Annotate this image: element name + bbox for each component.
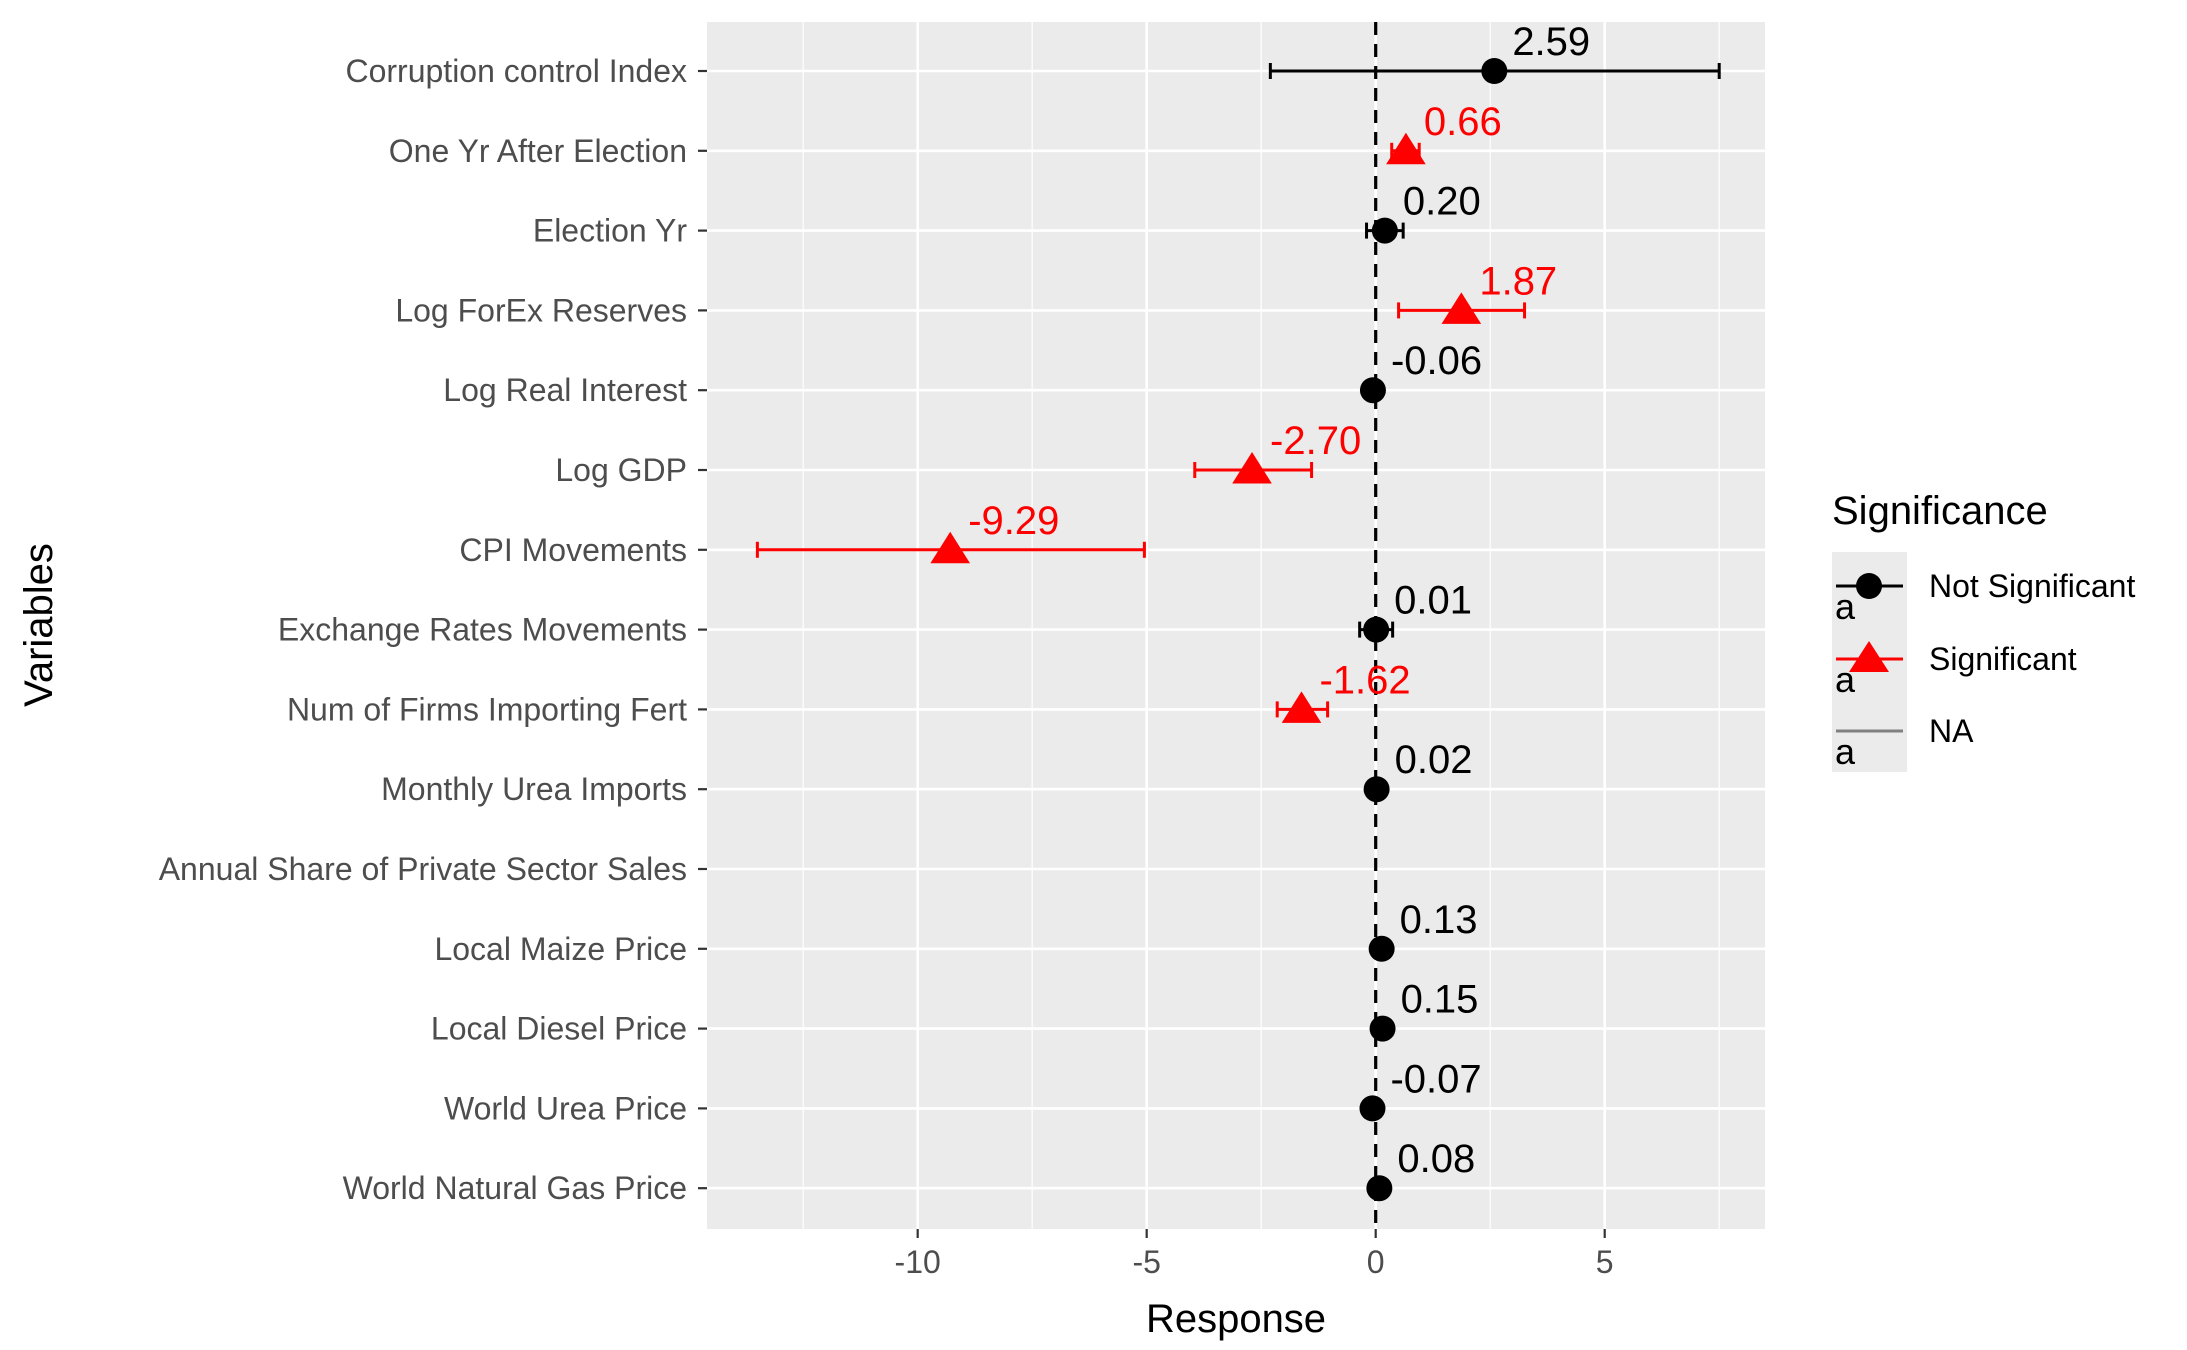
data-label: -0.06 (1391, 339, 1482, 383)
point-not-significant-circle (1359, 1095, 1386, 1122)
data-label: 2.59 (1512, 20, 1590, 64)
legend-entry-label: NA (1929, 713, 1974, 749)
legend-key-glyph: a (1835, 659, 1856, 700)
legend-keys: a Not Significant a Significant a NA (1835, 568, 2135, 772)
legend-entry-label: Significant (1929, 641, 2077, 677)
data-labels: 2.590.66 0.20 1.87 -0.06 -2.70 -9.29 0.01 -1.62… (968, 20, 1590, 1181)
plot-panel (707, 22, 1765, 1229)
x-axis-ticks: -10 -5 0 5 (895, 1229, 1614, 1280)
point-significant-triangle (1441, 292, 1482, 324)
x-tick-label: 5 (1596, 1244, 1614, 1280)
point-not-significant-circle (1363, 776, 1390, 803)
data-label: -1.62 (1319, 658, 1410, 702)
legend: Significance a Not Significant a Significan… (1832, 489, 2135, 772)
data-label: 0.08 (1397, 1137, 1475, 1181)
y-tick-label: Annual Share of Private Sector Sales (159, 851, 687, 887)
point-not-significant-circle (1363, 616, 1390, 643)
data-label: 0.66 (1424, 100, 1502, 144)
legend-entry-label: Not Significant (1929, 568, 2135, 604)
y-tick-label: World Natural Gas Price (343, 1170, 687, 1206)
legend-key-triangle (1849, 641, 1889, 672)
point-not-significant-circle (1359, 377, 1386, 404)
x-tick-label: -10 (895, 1244, 941, 1280)
y-tick-label: Log Real Interest (443, 372, 687, 408)
data-label: 1.87 (1479, 259, 1557, 303)
data-points (930, 58, 1508, 1202)
y-tick-label: Local Diesel Price (431, 1011, 687, 1047)
y-tick-label: Exchange Rates Movements (278, 612, 687, 648)
data-label: 0.13 (1400, 898, 1478, 942)
point-not-significant-circle (1368, 935, 1395, 962)
legend-key-glyph: a (1835, 731, 1856, 772)
legend-key-glyph: a (1835, 586, 1856, 627)
data-label: -2.70 (1270, 419, 1361, 463)
x-tick-label: 0 (1367, 1244, 1385, 1280)
y-tick-label: Log GDP (555, 452, 687, 488)
legend-key-circle (1856, 573, 1882, 599)
y-tick-label: One Yr After Election (389, 133, 687, 169)
point-not-significant-circle (1369, 1015, 1396, 1042)
data-label: 0.20 (1403, 180, 1481, 224)
y-tick-label: Log ForEx Reserves (395, 292, 687, 328)
point-significant-triangle (1281, 691, 1322, 723)
data-label: 0.15 (1401, 978, 1479, 1022)
data-label: -0.07 (1390, 1057, 1481, 1101)
x-tick-label: -5 (1132, 1244, 1160, 1280)
point-significant-triangle (1232, 452, 1272, 484)
legend-title: Significance (1832, 489, 2048, 533)
x-axis-title: Response (1146, 1297, 1326, 1341)
point-significant-triangle (930, 531, 971, 564)
y-tick-label: Local Maize Price (434, 931, 687, 967)
data-label: 0.01 (1394, 579, 1472, 623)
data-label: 0.02 (1395, 738, 1473, 782)
y-axis-ticks: Corruption control Index One Yr After Ele… (159, 53, 707, 1206)
data-label: -9.29 (968, 499, 1059, 543)
point-not-significant-circle (1371, 217, 1398, 244)
major-gridlines (707, 22, 1765, 1229)
y-tick-label: Corruption control Index (345, 53, 687, 89)
point-not-significant-circle (1366, 1175, 1393, 1202)
point-significant-triangle (1386, 132, 1426, 165)
y-tick-label: Num of Firms Importing Fert (287, 691, 687, 727)
y-tick-label: Election Yr (533, 213, 688, 249)
y-axis-title: Variables (17, 543, 61, 707)
y-tick-label: Monthly Urea Imports (381, 771, 687, 807)
y-tick-label: World Urea Price (444, 1090, 687, 1126)
y-tick-label: CPI Movements (459, 532, 687, 568)
point-not-significant-circle (1481, 58, 1508, 84)
